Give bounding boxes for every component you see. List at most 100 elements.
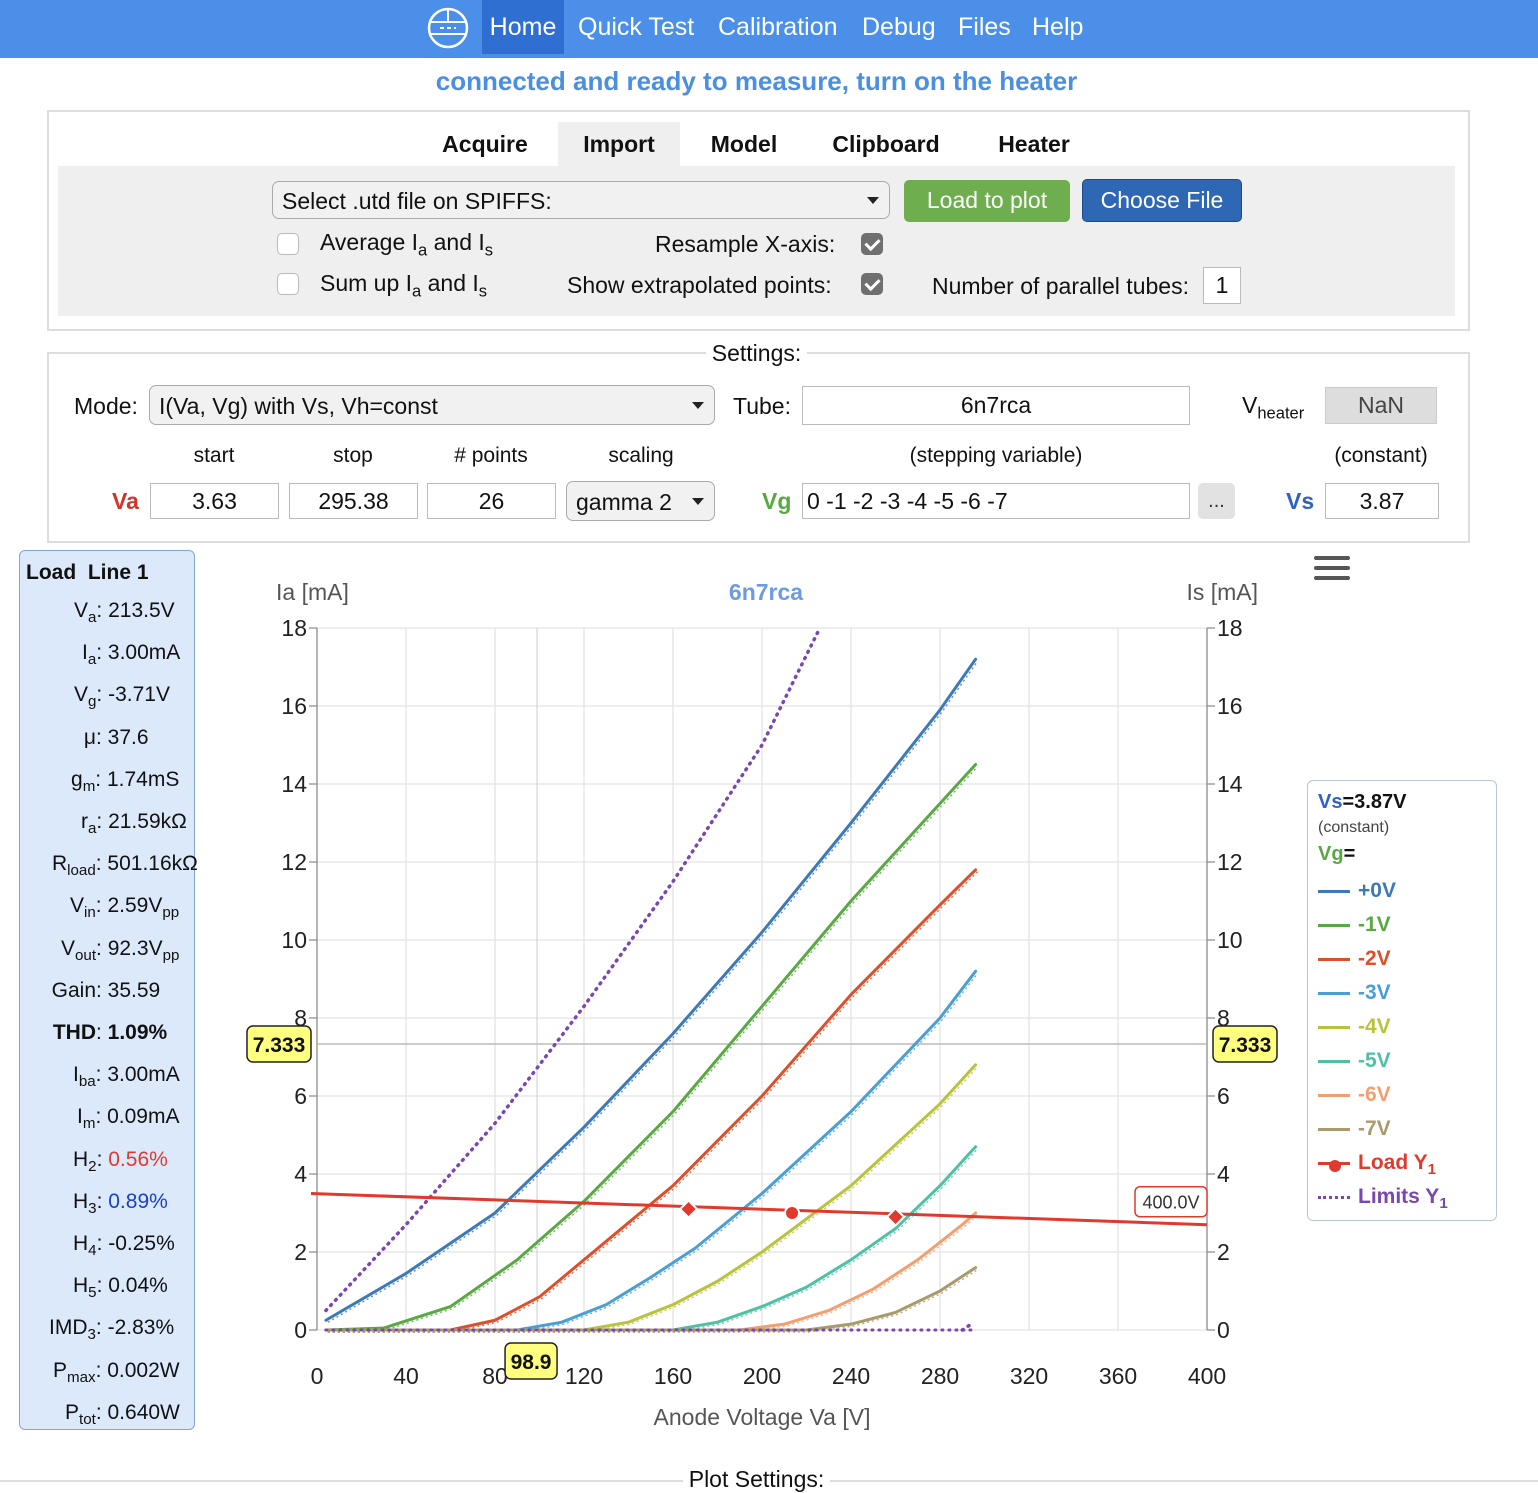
loadline-row: Va: 213.5V bbox=[74, 599, 175, 627]
y-axis-title-right: Is [mA] bbox=[1186, 579, 1258, 605]
choose-file-button[interactable]: Choose File bbox=[1082, 179, 1242, 222]
legend-vs-line: Vs=3.87V bbox=[1318, 791, 1407, 813]
legend-item[interactable]: -4V bbox=[1318, 1015, 1391, 1039]
col-stop-label: stop bbox=[333, 444, 373, 467]
file-select[interactable]: Select .utd file on SPIFFS: bbox=[272, 181, 890, 219]
mode-select[interactable]: I(Va, Vg) with Vs, Vh=const bbox=[149, 385, 715, 425]
parallel-tubes-label: Number of parallel tubes: bbox=[932, 273, 1189, 299]
loadline-row: μ: 37.6 bbox=[83, 725, 149, 749]
legend-marker bbox=[1329, 1160, 1341, 1172]
resample-checkbox[interactable] bbox=[861, 233, 883, 255]
loadline-row: H4: -0.25% bbox=[73, 1232, 175, 1260]
nav-quick-test[interactable]: Quick Test bbox=[578, 13, 695, 41]
y-axis-title: Ia [mA] bbox=[276, 579, 349, 605]
chevron-down-icon bbox=[692, 498, 704, 505]
nav-home[interactable]: Home bbox=[482, 0, 564, 54]
legend-item[interactable]: -5V bbox=[1318, 1049, 1391, 1073]
tube-logo-icon[interactable] bbox=[426, 6, 470, 50]
loadline-row: IMD3: -2.83% bbox=[49, 1316, 175, 1344]
legend-item[interactable]: -1V bbox=[1318, 913, 1391, 937]
series-legend: Vs=3.87V (constant) Vg= +0V -1V -2V -3V -4V -… bbox=[1307, 780, 1497, 1221]
y-tick-label-right: 2 bbox=[1217, 1239, 1230, 1265]
y-tick-label: 4 bbox=[294, 1161, 307, 1187]
legend-item[interactable]: Limits Y1 bbox=[1318, 1185, 1448, 1212]
y-tick-label-right: 12 bbox=[1217, 849, 1243, 875]
x-tick-label: 360 bbox=[1099, 1363, 1137, 1389]
nav-debug[interactable]: Debug bbox=[862, 13, 936, 41]
sum-checkbox[interactable] bbox=[277, 273, 299, 295]
series-extrapolated bbox=[327, 1066, 979, 1333]
limits-line bbox=[324, 626, 822, 1313]
nav-files[interactable]: Files bbox=[958, 13, 1011, 41]
series-line bbox=[324, 868, 978, 1332]
legend-item[interactable]: -7V bbox=[1318, 1117, 1391, 1141]
y-tick-label: 12 bbox=[281, 849, 307, 875]
series-extrapolated bbox=[327, 765, 979, 1333]
tab-model[interactable]: Model bbox=[710, 131, 778, 157]
legend-swatch bbox=[1318, 1093, 1350, 1097]
x-tick-label: 80 bbox=[482, 1363, 508, 1389]
legend-item[interactable]: +0V bbox=[1318, 879, 1396, 903]
load-line-end-label-box bbox=[1134, 1185, 1208, 1218]
tab-clipboard[interactable]: Clipboard bbox=[832, 131, 940, 157]
scaling-select[interactable]: gamma 2 bbox=[566, 481, 715, 521]
crosshair-y-label-right: 7.333 bbox=[1219, 1034, 1272, 1057]
x-tick-label: 0 bbox=[311, 1363, 324, 1389]
series-extrapolated bbox=[327, 871, 979, 1333]
va-start-input[interactable]: 3.63 bbox=[150, 483, 279, 519]
load-point-marker bbox=[885, 1207, 906, 1227]
y-tick-label: 10 bbox=[281, 927, 307, 953]
y-tick-label-right: 4 bbox=[1217, 1161, 1230, 1187]
load-point-marker bbox=[678, 1199, 699, 1219]
nav-calibration[interactable]: Calibration bbox=[718, 13, 838, 41]
parallel-tubes-input[interactable]: 1 bbox=[1203, 267, 1241, 304]
acquire-box bbox=[47, 110, 1470, 331]
va-stop-input[interactable]: 295.38 bbox=[289, 483, 418, 519]
y-tick-label-right: 18 bbox=[1217, 615, 1243, 641]
file-select-value: Select .utd file on SPIFFS: bbox=[282, 188, 552, 214]
tab-import[interactable]: Import bbox=[558, 122, 680, 166]
x-tick-label: 240 bbox=[832, 1363, 870, 1389]
legend-vs-note: (constant) bbox=[1318, 819, 1390, 836]
series-line bbox=[324, 1145, 978, 1332]
x-axis-title: Anode Voltage Va [V] bbox=[654, 1404, 871, 1430]
y-tick-label: 2 bbox=[294, 1239, 307, 1265]
loadline-row: Iba: 3.00mA bbox=[73, 1063, 180, 1091]
loadline-row: Vg: -3.71V bbox=[74, 683, 170, 711]
extrapolated-checkbox[interactable] bbox=[861, 273, 883, 295]
y-tick-label: 18 bbox=[281, 615, 307, 641]
legend-item[interactable]: Load Y1 bbox=[1318, 1151, 1436, 1178]
x-tick-label: 160 bbox=[654, 1363, 692, 1389]
tube-label: Tube: bbox=[733, 393, 791, 419]
legend-item[interactable]: -2V bbox=[1318, 947, 1391, 971]
y-tick-label: 14 bbox=[281, 771, 307, 797]
chevron-down-icon bbox=[692, 402, 704, 409]
legend-item[interactable]: -6V bbox=[1318, 1083, 1391, 1107]
top-nav: Home Quick Test Calibration Debug Files … bbox=[0, 0, 1538, 58]
hamburger-menu-icon[interactable] bbox=[1314, 556, 1350, 584]
tube-input[interactable]: 6n7rca bbox=[802, 386, 1190, 425]
chevron-down-icon bbox=[867, 197, 879, 204]
y-tick-label-right: 6 bbox=[1217, 1083, 1230, 1109]
tab-acquire[interactable]: Acquire bbox=[442, 131, 528, 157]
loadline-row: gm: 1.74mS bbox=[71, 767, 180, 795]
crosshair-y-label: 7.333 bbox=[253, 1034, 306, 1057]
legend-item[interactable]: -3V bbox=[1318, 981, 1391, 1005]
col-stepping-label: (stepping variable) bbox=[909, 444, 1083, 467]
vg-steps-input[interactable]: 0 -1 -2 -3 -4 -5 -6 -7 bbox=[802, 483, 1190, 519]
average-checkbox[interactable] bbox=[277, 233, 299, 255]
more-steps-button[interactable]: ... bbox=[1198, 483, 1235, 519]
vs-input[interactable]: 3.87 bbox=[1325, 483, 1439, 519]
crosshair-y-label-right-box bbox=[1212, 1025, 1278, 1063]
loadline-row: H3: 0.89% bbox=[73, 1189, 168, 1217]
loadline-info-panel: Load Line 1 Va: 213.5V Ia: 3.00mA Vg: -3.7… bbox=[19, 550, 198, 1430]
va-points-input[interactable]: 26 bbox=[427, 483, 556, 519]
tab-heater[interactable]: Heater bbox=[998, 131, 1070, 157]
col-constant-label: (constant) bbox=[1334, 444, 1428, 467]
load-to-plot-button[interactable]: Load to plot bbox=[904, 180, 1070, 222]
loadline-row: Vin: 2.59Vpp bbox=[70, 894, 180, 922]
nav-help[interactable]: Help bbox=[1032, 13, 1084, 41]
x-tick-label: 200 bbox=[743, 1363, 781, 1389]
chart-title: 6n7rca bbox=[729, 579, 803, 605]
